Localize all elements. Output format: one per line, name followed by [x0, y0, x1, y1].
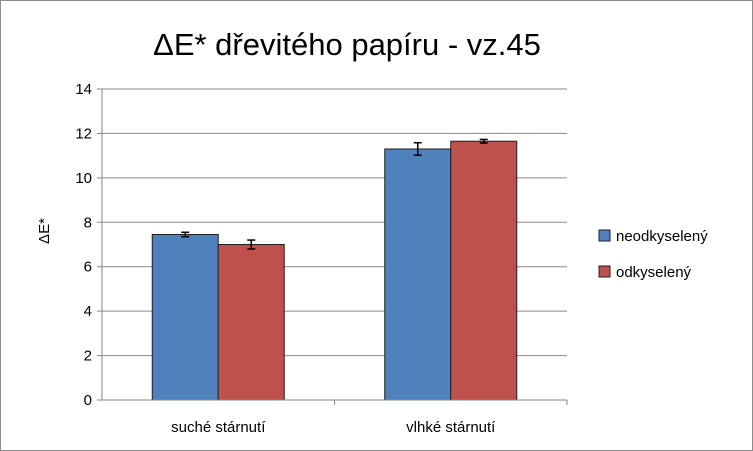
legend-label: neodkyselený	[616, 228, 708, 245]
bars	[151, 138, 518, 401]
chart-title: ΔE* dřevitého papíru - vz.45	[153, 27, 541, 62]
y-tick-label: 0	[84, 392, 92, 409]
bar-neodkyseleny	[384, 148, 452, 401]
legend-label: odkyselený	[616, 264, 692, 281]
x-tick-label: suché stárnutí	[171, 419, 266, 436]
y-tick-label: 2	[84, 348, 92, 365]
legend-swatch	[598, 229, 611, 242]
y-tick-label: 8	[84, 214, 92, 231]
y-axis-title: ΔE*	[36, 218, 53, 244]
y-tick-label: 4	[84, 303, 92, 320]
bar-odkyseleny	[450, 140, 518, 401]
legend: neodkyselený odkyselený	[598, 228, 708, 281]
axes	[97, 88, 568, 405]
y-tick-label: 14	[75, 81, 92, 98]
y-tick-label: 10	[75, 170, 92, 187]
y-tick-label: 12	[75, 125, 92, 142]
x-tick-labels: suché stárnutí vlhké stárnutí	[171, 419, 496, 436]
legend-swatch	[598, 265, 611, 278]
bar-odkyseleny	[217, 244, 285, 401]
x-tick-label: vlhké stárnutí	[406, 419, 496, 436]
y-tick-labels: 0 2 4 6 8 10 12 14	[75, 81, 92, 409]
y-tick-label: 6	[84, 259, 92, 276]
bar-neodkyseleny	[151, 234, 219, 401]
